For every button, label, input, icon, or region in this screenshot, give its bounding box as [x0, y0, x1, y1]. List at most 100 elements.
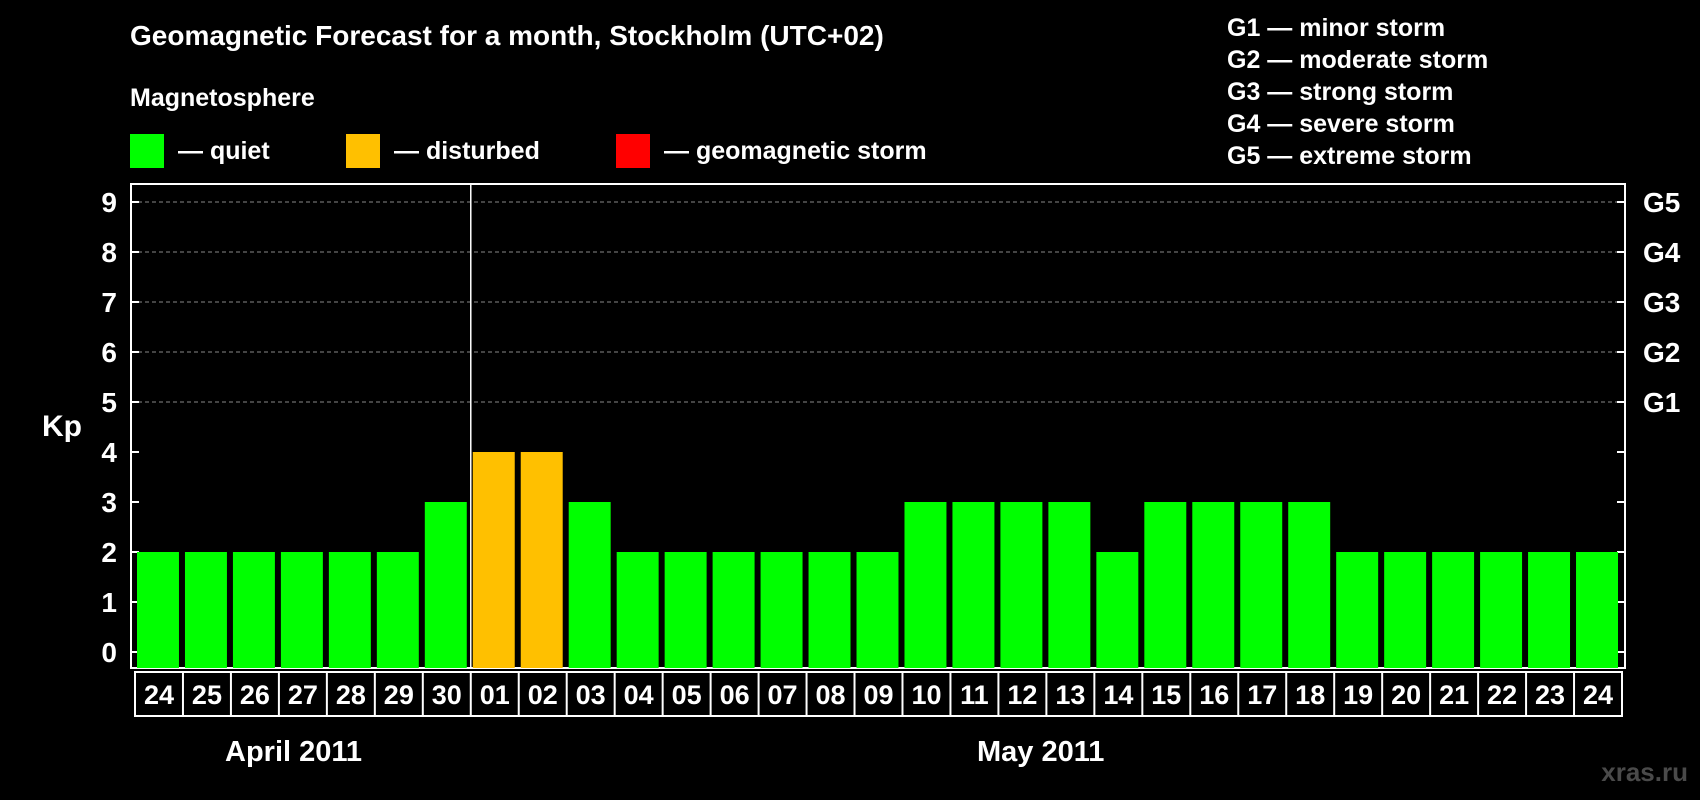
- x-tick-label: 09: [863, 680, 893, 710]
- right-axis-label-g2: G2: [1643, 337, 1680, 368]
- storm-level-g4: G4 — severe storm: [1227, 110, 1455, 138]
- legend-label-storm: — geomagnetic storm: [664, 136, 927, 165]
- y-tick-label: 5: [101, 387, 117, 418]
- x-tick-label: 25: [192, 680, 222, 710]
- bar-day-25: [1288, 502, 1331, 668]
- storm-level-g5: G5 — extreme storm: [1227, 142, 1472, 170]
- x-tick-label: 23: [1535, 680, 1565, 710]
- x-tick-label: 13: [1055, 680, 1085, 710]
- x-tick-label: 29: [384, 680, 414, 710]
- right-axis-label-g4: G4: [1643, 237, 1681, 268]
- x-tick-label: 17: [1247, 680, 1277, 710]
- y-tick-label: 7: [101, 287, 117, 318]
- legend-swatch-disturbed: [346, 134, 380, 168]
- bar-day-2: [184, 552, 227, 668]
- bar-day-5: [328, 552, 371, 668]
- y-tick-label: 1: [101, 587, 117, 618]
- legend-label-quiet: — quiet: [178, 136, 270, 165]
- bar-day-26: [1336, 552, 1379, 668]
- x-tick-label: 28: [336, 680, 366, 710]
- legend-swatch-quiet: [130, 134, 164, 168]
- x-tick-label: 01: [480, 680, 510, 710]
- bar-day-1: [137, 552, 179, 668]
- bar-day-9: [520, 452, 563, 668]
- bar-day-16: [856, 552, 899, 668]
- x-tick-label: 16: [1199, 680, 1229, 710]
- bar-day-12: [664, 552, 707, 668]
- bar-day-10: [568, 502, 611, 668]
- legend-title: Magnetosphere: [130, 84, 315, 112]
- legend-item-disturbed: — disturbed: [346, 134, 540, 168]
- month-label-may: May 2011: [977, 736, 1105, 768]
- bar-day-24: [1240, 502, 1283, 668]
- watermark: xras.ru: [1601, 757, 1688, 787]
- right-axis-label-g1: G1: [1643, 387, 1680, 418]
- bar-day-18: [952, 502, 995, 668]
- x-tick-label: 03: [576, 680, 606, 710]
- x-tick-label: 24: [144, 680, 174, 710]
- right-axis-label-g5: G5: [1643, 187, 1680, 218]
- y-tick-label: 0: [101, 637, 117, 668]
- x-tick-label: 21: [1439, 680, 1469, 710]
- x-tick-label: 20: [1391, 680, 1421, 710]
- x-tick-label: 30: [432, 680, 462, 710]
- day-label-row: [134, 671, 1623, 717]
- x-tick-label: 22: [1487, 680, 1517, 710]
- legend-label-disturbed: — disturbed: [394, 136, 540, 165]
- x-tick-label: 11: [960, 680, 989, 710]
- bar-day-19: [1000, 502, 1043, 668]
- x-tick-label: 18: [1295, 680, 1325, 710]
- x-tick-label: 10: [911, 680, 941, 710]
- x-tick-label: 05: [672, 680, 702, 710]
- legend-item-quiet: — quiet: [130, 134, 270, 168]
- storm-level-g1: G1 — minor storm: [1227, 14, 1446, 42]
- y-tick-label: 3: [101, 487, 117, 518]
- y-tick-label: 4: [101, 437, 117, 468]
- bar-day-20: [1048, 502, 1091, 668]
- month-label-april: April 2011: [225, 736, 363, 768]
- x-tick-label: 14: [1103, 680, 1133, 710]
- bar-day-22: [1144, 502, 1187, 668]
- storm-level-g3: G3 — strong storm: [1227, 78, 1454, 106]
- bar-day-6: [376, 552, 419, 668]
- bar-day-4: [280, 552, 323, 668]
- bar-day-8: [472, 452, 515, 668]
- legend-swatch-storm: [616, 134, 650, 168]
- y-tick-label: 2: [101, 537, 117, 568]
- bar-day-30: [1528, 552, 1571, 668]
- bar-day-7: [424, 502, 467, 668]
- bar-day-15: [808, 552, 851, 668]
- x-tick-label: 07: [768, 680, 798, 710]
- bar-day-21: [1096, 552, 1139, 668]
- storm-level-legend: G1 — minor storm G2 — moderate storm G3 …: [1227, 12, 1488, 172]
- bar-day-11: [616, 552, 659, 668]
- x-tick-label: 15: [1151, 680, 1181, 710]
- bar-day-14: [760, 552, 803, 668]
- bar-day-3: [232, 552, 275, 668]
- bar-day-23: [1192, 502, 1235, 668]
- x-tick-label: 19: [1343, 680, 1373, 710]
- y-axis-label: Kp: [42, 410, 82, 443]
- bar-day-13: [712, 552, 755, 668]
- x-tick-label: 24: [1583, 680, 1613, 710]
- y-tick-label: 8: [101, 237, 117, 268]
- bar-day-27: [1384, 552, 1427, 668]
- y-tick-label: 6: [101, 337, 117, 368]
- x-tick-label: 08: [816, 680, 846, 710]
- chart-title: Geomagnetic Forecast for a month, Stockh…: [130, 20, 884, 51]
- legend-item-storm: — geomagnetic storm: [616, 134, 927, 168]
- x-tick-label: 04: [624, 680, 654, 710]
- x-tick-label: 12: [1007, 680, 1037, 710]
- x-tick-label: 06: [720, 680, 750, 710]
- x-tick-label: 02: [528, 680, 558, 710]
- bar-day-31: [1576, 552, 1618, 668]
- bar-day-17: [904, 502, 947, 668]
- x-tick-label: 27: [288, 680, 318, 710]
- bar-day-28: [1432, 552, 1475, 668]
- storm-level-g2: G2 — moderate storm: [1227, 46, 1489, 74]
- bar-day-29: [1480, 552, 1523, 668]
- y-tick-label: 9: [101, 187, 117, 218]
- right-axis-label-g3: G3: [1643, 287, 1680, 318]
- x-tick-label: 26: [240, 680, 270, 710]
